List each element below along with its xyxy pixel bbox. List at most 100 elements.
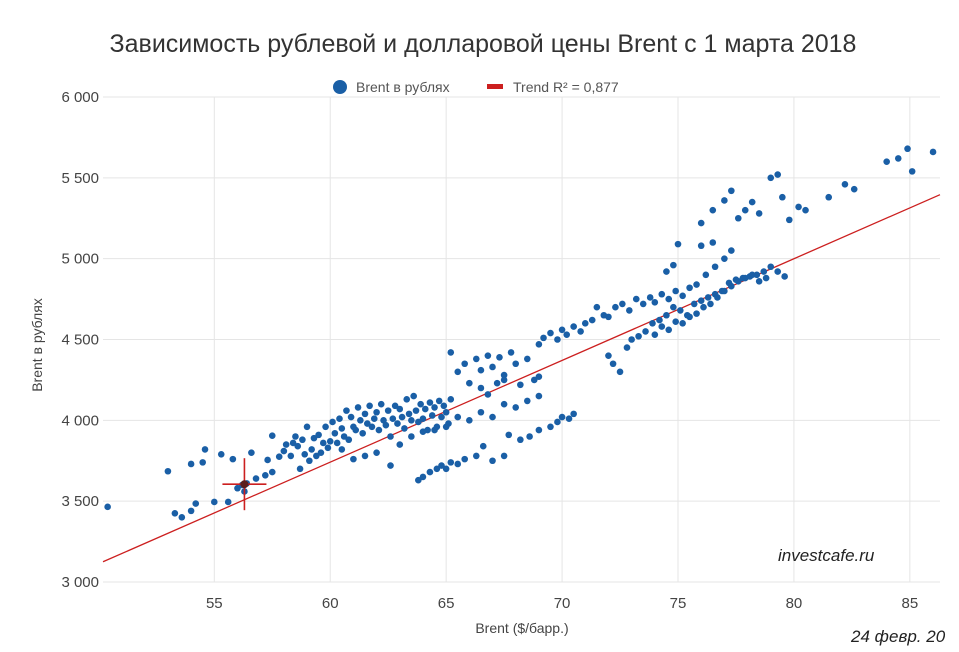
data-point: [721, 255, 728, 262]
data-point: [658, 290, 666, 298]
data-point: [440, 402, 448, 410]
data-point: [345, 436, 353, 444]
y-tick-label: 3 500: [61, 493, 99, 510]
data-point: [651, 331, 659, 338]
data-point: [442, 408, 450, 416]
data-point: [477, 366, 485, 374]
data-point: [714, 294, 721, 301]
data-point: [632, 295, 640, 303]
data-point: [496, 353, 503, 361]
data-point: [447, 396, 455, 403]
data-point: [224, 498, 232, 506]
data-point: [493, 379, 501, 387]
data-point: [605, 352, 612, 359]
data-point: [178, 514, 186, 521]
data-point: [387, 462, 394, 469]
data-point: [554, 418, 561, 426]
data-point: [670, 261, 677, 269]
data-point: [894, 155, 902, 162]
data-point: [535, 373, 543, 380]
x-tick-label: 85: [902, 595, 919, 612]
data-point: [651, 299, 659, 306]
data-point: [387, 433, 394, 440]
data-point: [500, 400, 508, 408]
data-point: [306, 457, 313, 465]
data-point: [373, 449, 380, 456]
data-point: [709, 206, 717, 214]
data-point: [672, 318, 679, 326]
data-point: [347, 413, 355, 421]
data-point: [609, 360, 617, 368]
data-point: [755, 278, 763, 285]
data-point: [479, 442, 487, 450]
data-point: [308, 446, 315, 453]
data-point: [605, 313, 612, 321]
data-point: [883, 158, 890, 165]
data-point: [217, 450, 225, 458]
data-point: [707, 300, 714, 308]
data-point: [477, 408, 485, 416]
data-point: [472, 355, 480, 363]
data-point: [412, 407, 420, 414]
data-point: [663, 311, 670, 319]
data-point: [929, 148, 937, 156]
data-point: [588, 316, 596, 324]
data-point: [779, 193, 786, 201]
data-point: [734, 214, 742, 222]
data-point: [741, 206, 749, 214]
data-point: [563, 331, 571, 338]
data-point: [774, 171, 782, 178]
data-point: [626, 307, 633, 314]
gridlines: [103, 96, 940, 583]
data-point: [419, 415, 427, 423]
data-point: [535, 341, 543, 348]
data-point: [523, 397, 531, 405]
data-point: [679, 292, 686, 300]
data-point: [628, 336, 635, 343]
data-point: [419, 428, 427, 435]
data-point: [677, 307, 684, 314]
date-stamp: 24 февр. 20: [851, 627, 946, 646]
data-point: [313, 452, 320, 460]
data-point: [296, 465, 304, 473]
data-point: [338, 425, 346, 432]
data-point: [489, 363, 496, 371]
data-point: [767, 174, 775, 182]
data-point: [350, 455, 357, 463]
data-point: [635, 332, 642, 340]
data-point: [234, 484, 241, 492]
data-point: [303, 423, 311, 431]
data-point: [438, 462, 445, 469]
data-point: [329, 418, 336, 426]
legend: Brent в рублях Trend R² = 0,877: [333, 79, 619, 95]
data-point: [394, 420, 401, 427]
data-point: [774, 268, 782, 275]
y-tick-label: 4 000: [61, 412, 99, 429]
data-point: [408, 433, 415, 440]
data-point: [398, 413, 406, 421]
data-point: [658, 323, 666, 330]
data-point: [201, 446, 209, 453]
data-point: [748, 198, 756, 206]
data-point: [663, 268, 670, 275]
crosshair-marker: [222, 458, 267, 511]
data-point: [187, 460, 195, 468]
data-point: [700, 303, 707, 311]
data-point: [825, 193, 833, 201]
data-point: [252, 475, 260, 482]
data-point: [693, 281, 700, 288]
data-point: [734, 278, 742, 285]
data-point: [656, 316, 663, 324]
data-point: [361, 410, 369, 418]
data-point: [512, 360, 520, 368]
data-point: [336, 415, 343, 423]
data-point: [741, 274, 749, 282]
data-point: [268, 468, 276, 476]
data-point: [517, 381, 524, 389]
data-point: [484, 391, 492, 398]
data-point: [322, 423, 329, 431]
data-point: [639, 300, 647, 308]
data-point: [268, 432, 276, 439]
data-point: [505, 431, 513, 439]
data-point: [357, 417, 364, 424]
